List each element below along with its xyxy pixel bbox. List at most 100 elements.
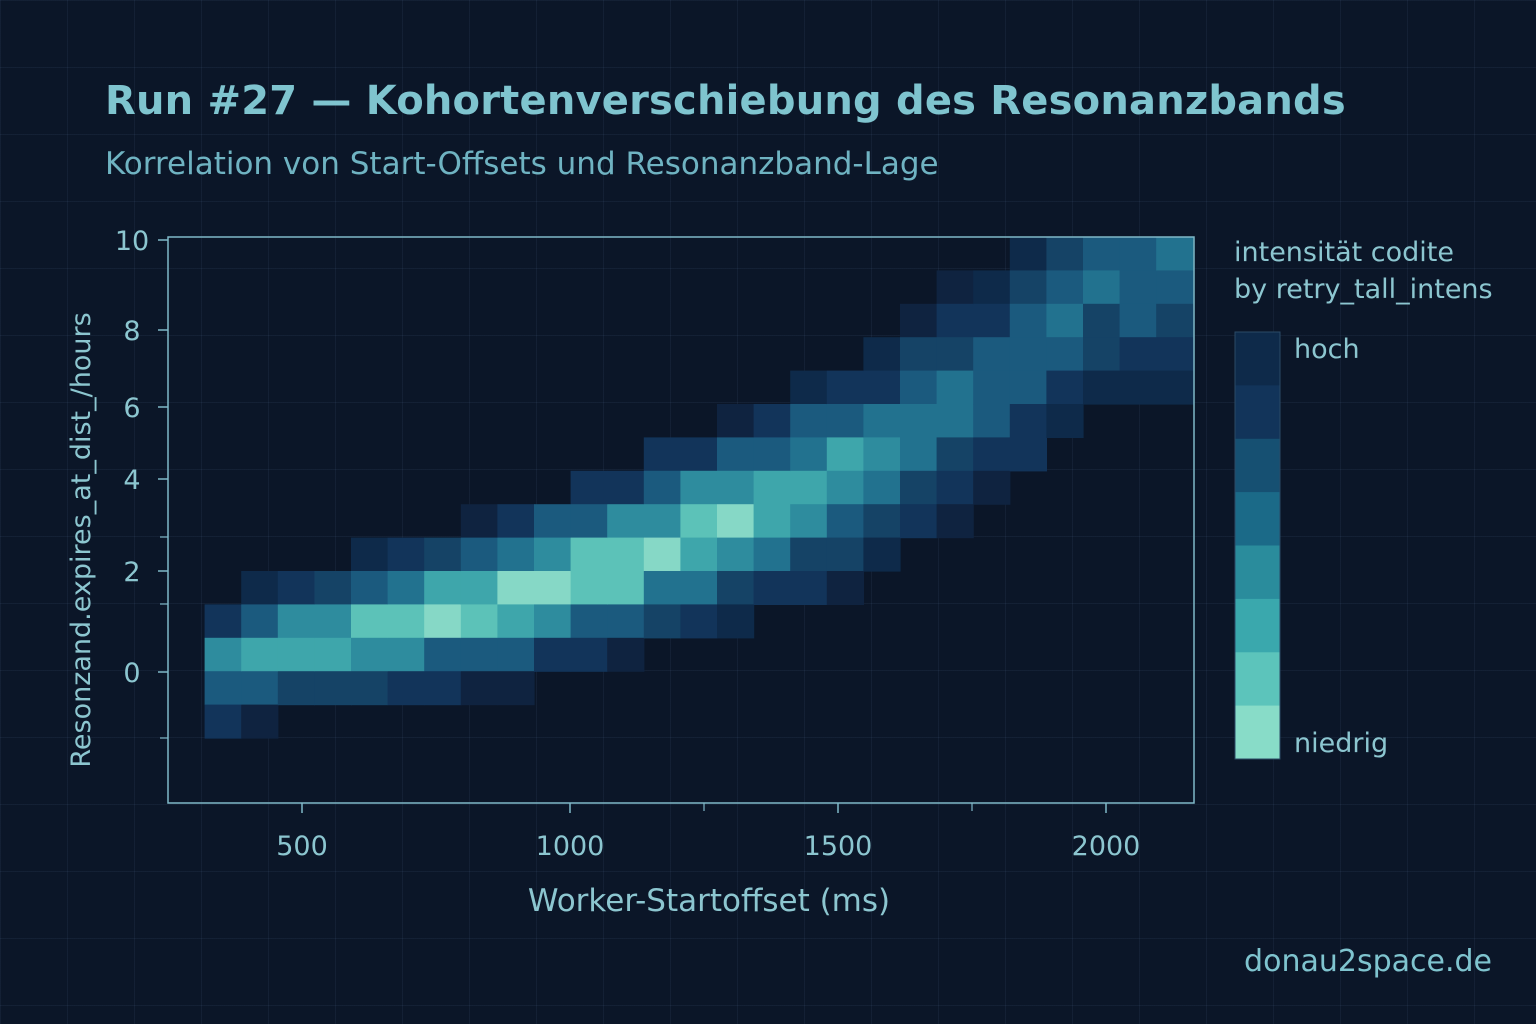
heatmap-cell [863, 437, 901, 472]
colorbar-segment [1235, 385, 1280, 440]
heatmap-cell [534, 537, 572, 572]
heatmap-cell [1009, 404, 1047, 438]
heatmap-cell [1009, 303, 1047, 338]
heatmap-cell [936, 270, 974, 305]
heatmap-cell [900, 404, 938, 438]
colorbar-high-label: hoch [1294, 334, 1360, 365]
heatmap-cell [351, 537, 389, 572]
heatmap-cell [1009, 370, 1047, 405]
heatmap-cell [1083, 303, 1121, 338]
heatmap-cell [534, 571, 572, 605]
heatmap-cell [534, 504, 572, 539]
heatmap-cell [753, 571, 791, 605]
heatmap-cell [570, 571, 608, 605]
colorbar-segment [1235, 332, 1280, 386]
heatmap-cell [1046, 237, 1084, 271]
heatmap-cell [204, 604, 242, 639]
y-axis-label: Resonzand.expires_at_dist_/hours [66, 312, 97, 767]
heatmap-cell [790, 504, 828, 539]
x-axis-label: Worker-Startoffset (ms) [528, 883, 890, 919]
heatmap-cell [1156, 370, 1194, 405]
x-tick-label: 2000 [1072, 831, 1141, 862]
heatmap-cell [753, 537, 791, 572]
heatmap-cell [241, 604, 279, 639]
heatmap-cell [460, 671, 498, 706]
heatmap-cell [570, 637, 608, 672]
heatmap-cell [497, 571, 535, 605]
heatmap-cell [790, 370, 828, 405]
heatmap-cell [790, 571, 828, 605]
heatmap-cell [497, 671, 535, 706]
heatmap-cell [607, 504, 645, 539]
heatmap-cell [204, 671, 242, 706]
page-title: Run #27 — Kohortenverschiebung des Reson… [105, 78, 1346, 124]
heatmap-cell [1009, 270, 1047, 305]
heatmap-cell [387, 604, 425, 639]
heatmap-cell [1046, 404, 1084, 438]
heatmap-cell [643, 571, 681, 605]
heatmap-cell [826, 370, 864, 405]
heatmap-cell [680, 537, 718, 572]
plot-frame [167, 236, 1195, 804]
heatmap-cell [1046, 303, 1084, 338]
heatmap-cell [607, 604, 645, 639]
heatmap-cells [204, 237, 1194, 739]
heatmap-cell [973, 470, 1011, 505]
heatmap-cell [643, 537, 681, 572]
heatmap-cell [643, 504, 681, 539]
y-tick-label: 8 [123, 316, 140, 347]
heatmap-cell [936, 370, 974, 405]
heatmap-cell [424, 571, 462, 605]
heatmap-cell [424, 537, 462, 572]
heatmap-cell [387, 571, 425, 605]
heatmap-cell [277, 637, 315, 672]
heatmap-cell [790, 437, 828, 472]
heatmap-cell [643, 437, 681, 472]
y-tick-label: 4 [123, 465, 140, 496]
heatmap-cell [1083, 237, 1121, 271]
heatmap-cell [1156, 270, 1194, 305]
heatmap-cell [241, 571, 279, 605]
heatmap-cell [936, 437, 974, 472]
colorbar-title-line2: by retry_tall_intens [1234, 274, 1493, 305]
y-tick-label: 6 [123, 393, 140, 424]
heatmap-cell [607, 537, 645, 572]
x-tick-label: 500 [276, 831, 328, 862]
heatmap-cell [900, 337, 938, 372]
heatmap-cell [460, 504, 498, 539]
heatmap-cell [753, 437, 791, 472]
heatmap-cell [863, 470, 901, 505]
heatmap-cell [753, 470, 791, 505]
heatmap-cell [717, 470, 755, 505]
heatmap-cell [717, 504, 755, 539]
heatmap-cell [351, 571, 389, 605]
colorbar-segment [1235, 492, 1280, 546]
heatmap-cell [1083, 370, 1121, 405]
heatmap-cell [277, 604, 315, 639]
y-tick-label: 10 [115, 226, 149, 257]
heatmap-cell [607, 470, 645, 505]
heatmap-cell [424, 604, 462, 639]
x-tick-label: 1000 [536, 831, 605, 862]
heatmap-cell [351, 604, 389, 639]
heatmap-cell [497, 537, 535, 572]
heatmap-cell [570, 470, 608, 505]
heatmap-cell [241, 637, 279, 672]
heatmap-cell [1119, 337, 1157, 372]
heatmap-cell [643, 470, 681, 505]
colorbar-segment [1235, 705, 1280, 760]
heatmap-cell [497, 604, 535, 639]
heatmap-cell [936, 404, 974, 438]
heatmap-cell [351, 637, 389, 672]
heatmap-cell [900, 504, 938, 539]
heatmap-cell [936, 303, 974, 338]
heatmap-cell [241, 671, 279, 706]
heatmap-cell [570, 537, 608, 572]
heatmap-cell [863, 404, 901, 438]
heatmap-cell [680, 470, 718, 505]
heatmap-cell [826, 470, 864, 505]
heatmap-cell [1009, 437, 1047, 472]
heatmap-cell [1046, 270, 1084, 305]
heatmap-cell [826, 537, 864, 572]
